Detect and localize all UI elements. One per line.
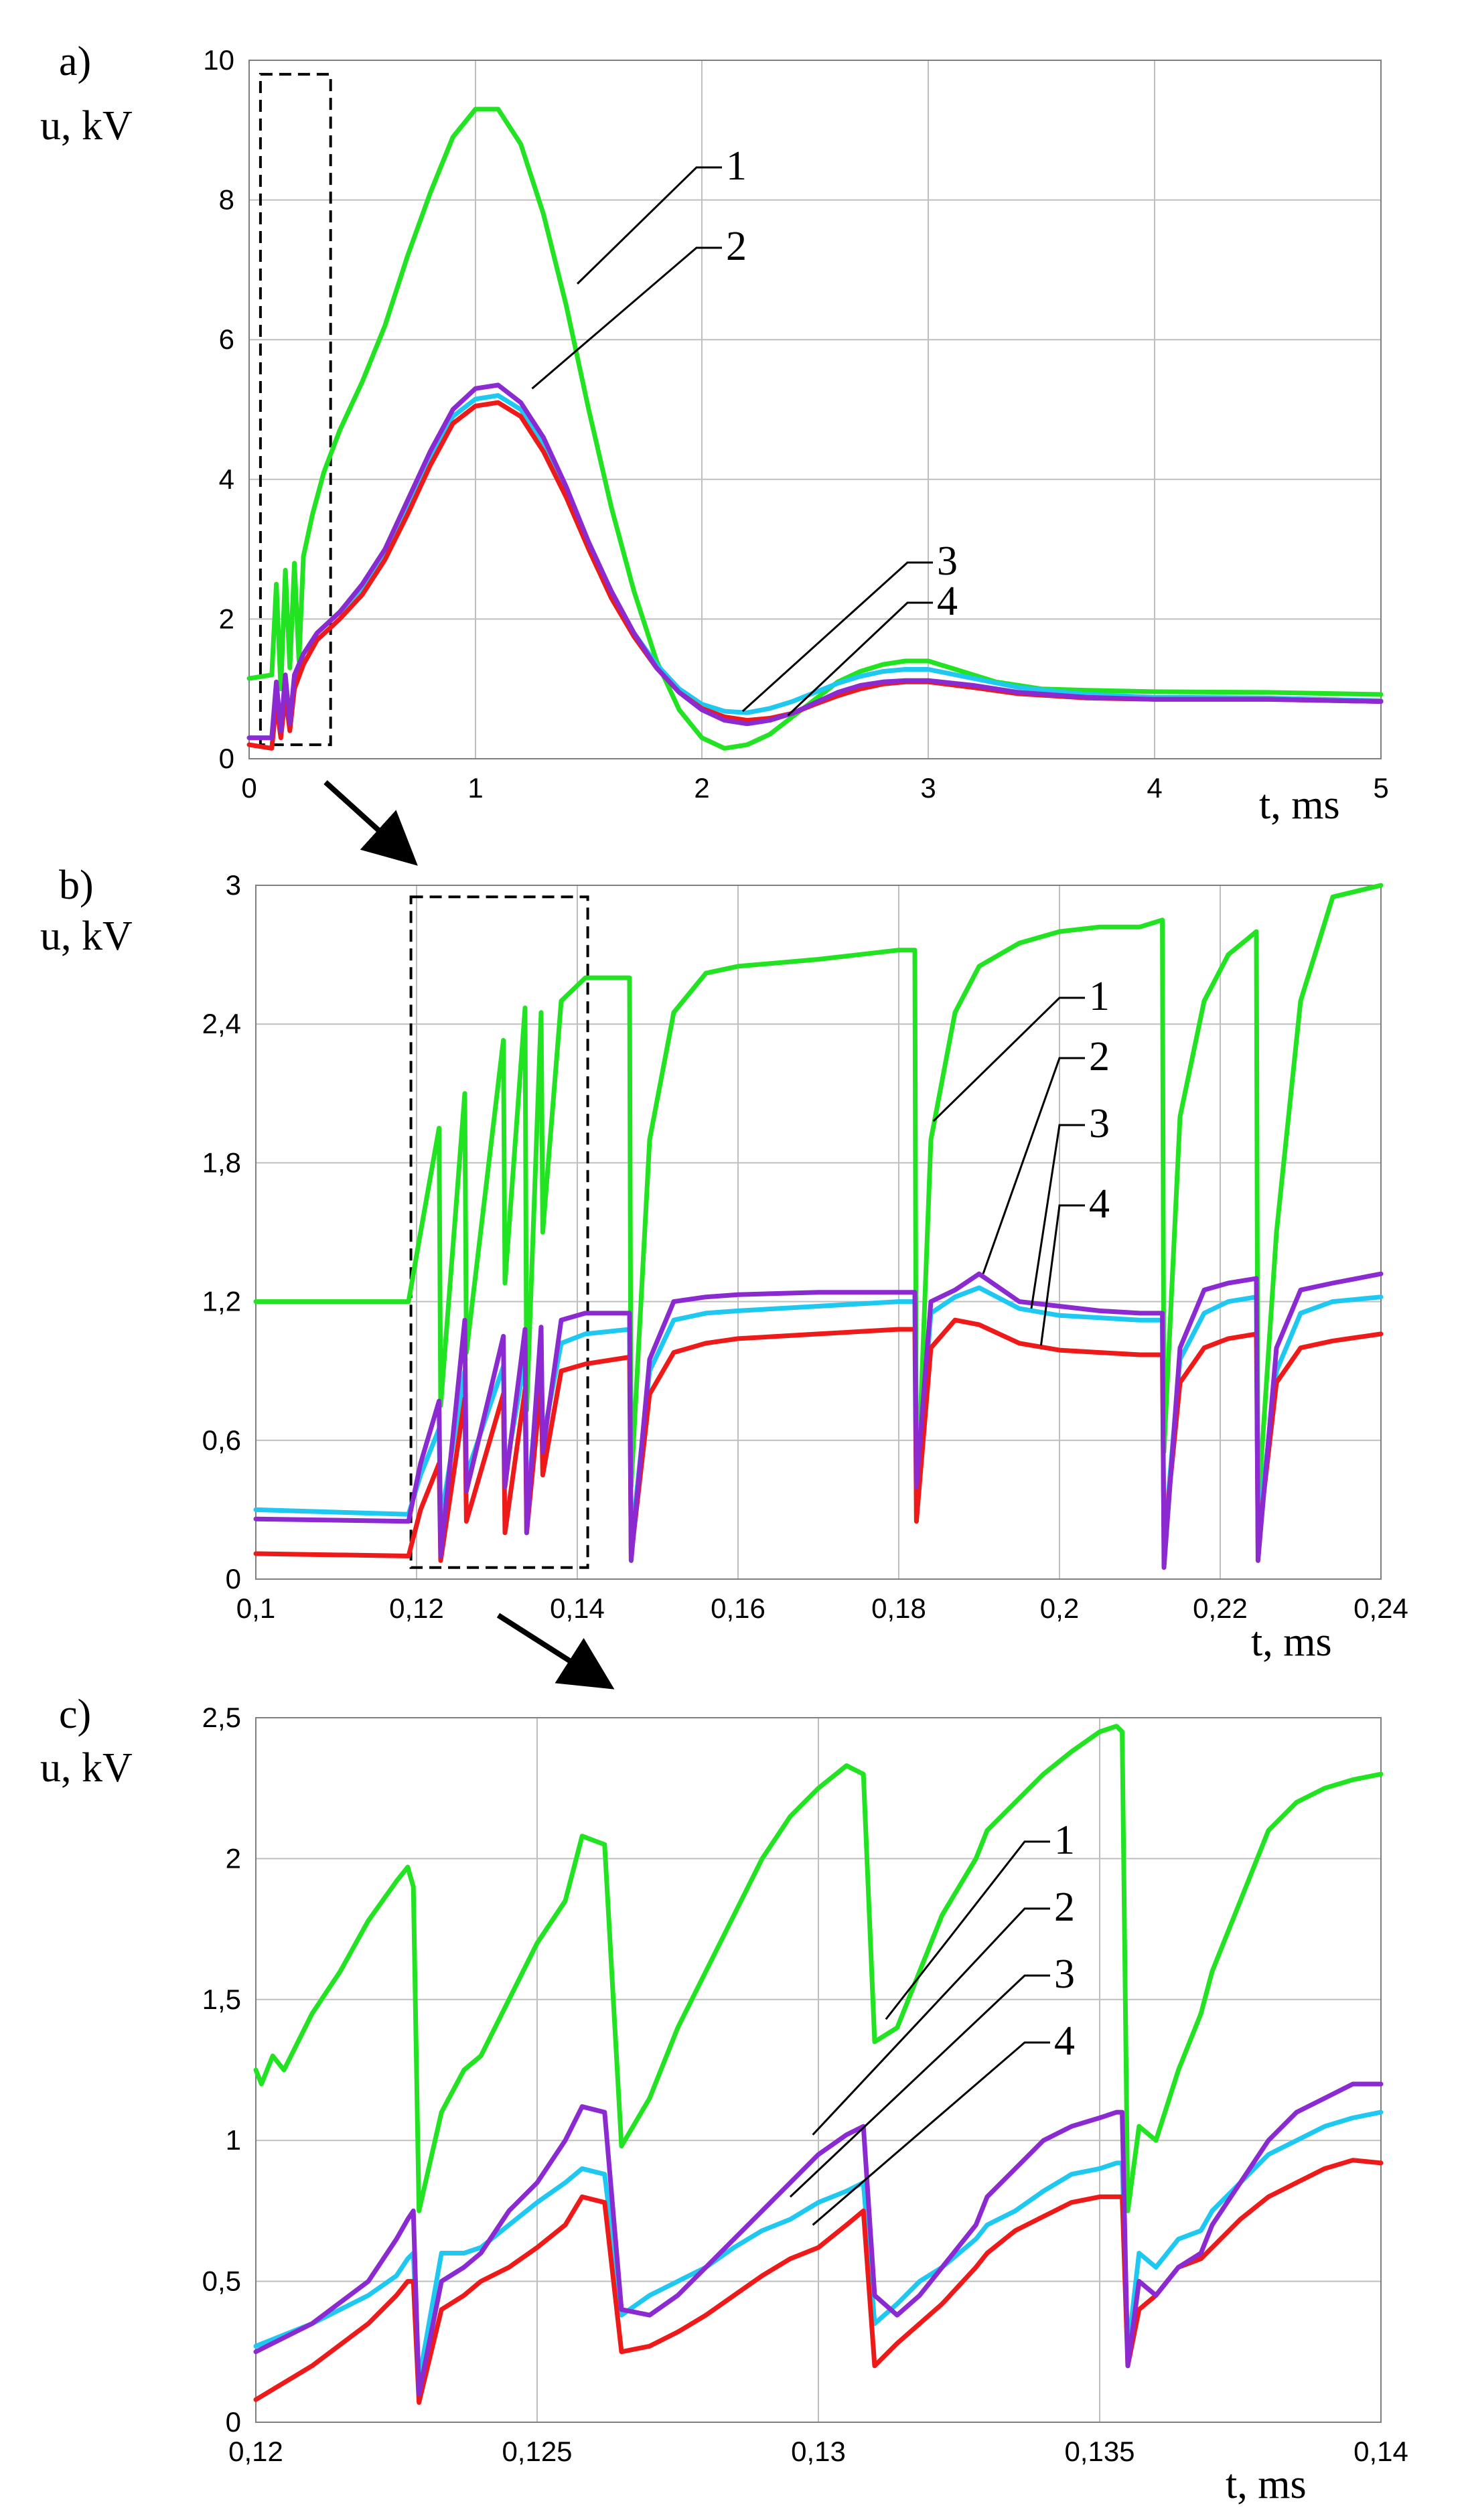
series-4-label: 4 <box>937 579 958 624</box>
x-tick-label: 0,14 <box>550 1592 605 1624</box>
x-tick-label: 0,18 <box>871 1592 926 1624</box>
series-3-line <box>246 393 1384 741</box>
series-2-label: 2 <box>726 224 747 269</box>
series-2-leader <box>531 246 722 390</box>
x-tick-label: 0,125 <box>502 2436 572 2467</box>
series-1-line <box>253 883 1384 1524</box>
x-tick-label: 0,22 <box>1193 1592 1248 1624</box>
x-tick-label: 0,13 <box>791 2436 846 2467</box>
series-3-label: 3 <box>1054 1951 1075 1997</box>
y-axis-label: u, kV <box>40 1745 133 1791</box>
y-tick-label: 1,2 <box>202 1286 241 1317</box>
series-1-line <box>246 106 1384 751</box>
x-tick-label: 0,16 <box>711 1592 765 1624</box>
series-2-label: 2 <box>1054 1884 1075 1930</box>
series-1-leader <box>932 996 1085 1122</box>
y-tick-label: 10 <box>203 44 234 76</box>
series-1-line <box>253 1724 1384 2213</box>
series-1-leader <box>577 166 722 285</box>
y-tick-label: 0 <box>226 2406 241 2438</box>
series-3-leader <box>741 561 933 713</box>
x-tick-label: 0,24 <box>1353 1592 1408 1624</box>
y-tick-label: 0 <box>226 1563 241 1595</box>
y-tick-label: 8 <box>219 184 234 216</box>
x-tick-label: 2 <box>694 772 709 804</box>
x-tick-label: 0,2 <box>1040 1592 1079 1624</box>
series-1-label: 1 <box>1089 974 1110 1019</box>
series-2-label: 2 <box>1089 1034 1110 1080</box>
series-2-leader <box>812 1907 1050 2136</box>
y-axis-label: u, kV <box>40 913 133 959</box>
plot-frame <box>248 60 1382 759</box>
series-3-label: 3 <box>1089 1101 1110 1146</box>
y-tick-label: 2 <box>226 1842 241 1874</box>
series-2-line <box>253 1271 1384 1570</box>
y-tick-label: 1 <box>226 2124 241 2156</box>
x-tick-label: 0 <box>241 772 257 804</box>
series-1-label: 1 <box>1054 1818 1075 1863</box>
y-tick-label: 2 <box>219 603 234 634</box>
x-tick-label: 5 <box>1373 772 1388 804</box>
plot-frame <box>255 885 1382 1580</box>
y-tick-label: 1,8 <box>202 1146 241 1178</box>
x-tick-label: 0,12 <box>389 1592 444 1624</box>
series-4-label: 4 <box>1089 1181 1110 1227</box>
y-tick-label: 0,6 <box>202 1424 241 1456</box>
y-axis-label: u, kV <box>40 103 133 149</box>
series-4-leader <box>787 601 933 717</box>
y-tick-label: 2,5 <box>202 1702 241 1733</box>
series-3-leader <box>789 1974 1050 2198</box>
x-axis-label: t, ms <box>1226 2462 1307 2507</box>
series-2-line <box>253 2081 1384 2397</box>
y-tick-label: 6 <box>219 323 234 355</box>
panel-c: 0,12 0,125 0,13 0,135 0,14 0 0,5 1 1,5 2 2,5 c) u, k… <box>40 1692 1408 2507</box>
series-2-leader <box>982 1057 1085 1274</box>
y-tick-label: 4 <box>219 463 234 495</box>
x-tick-label: 0,14 <box>1353 2436 1408 2467</box>
zoom-region-box <box>259 72 332 747</box>
y-tick-label: 0,5 <box>202 2266 241 2297</box>
series-4-leader <box>1039 1204 1085 1346</box>
zoom-arrow-b-to-c <box>496 1613 615 1690</box>
x-tick-label: 3 <box>920 772 936 804</box>
series-2-line <box>246 382 1384 741</box>
y-tick-label: 0 <box>219 743 234 774</box>
x-tick-label: 0,1 <box>236 1592 275 1624</box>
zoom-region-box <box>409 895 589 1569</box>
panel-label: c) <box>59 1692 91 1737</box>
panel-b: 0,1 0,12 0,14 0,16 0,18 0,2 0,22 0,24 0 0,6 1,2 1,8… <box>40 863 1408 1665</box>
y-tick-label: 3 <box>226 869 241 901</box>
x-axis-label: t, ms <box>1251 1619 1332 1665</box>
panel-label: a) <box>59 39 91 84</box>
x-tick-label: 4 <box>1147 772 1162 804</box>
series-1-label: 1 <box>726 143 747 189</box>
series-3-label: 3 <box>937 538 958 584</box>
series-4-leader <box>812 2041 1050 2226</box>
x-tick-label: 0,12 <box>228 2436 283 2467</box>
y-tick-label: 1,5 <box>202 1984 241 2015</box>
y-tick-label: 2,4 <box>202 1008 241 1039</box>
zoom-arrow-a-to-b <box>323 780 418 866</box>
x-tick-label: 0,135 <box>1064 2436 1134 2467</box>
series-3-leader <box>1030 1124 1085 1309</box>
series-1-leader <box>885 1840 1050 2020</box>
x-tick-label: 1 <box>467 772 483 804</box>
panel-label: b) <box>59 863 94 908</box>
x-axis-label: t, ms <box>1259 782 1340 828</box>
series-4-label: 4 <box>1054 2018 1075 2064</box>
